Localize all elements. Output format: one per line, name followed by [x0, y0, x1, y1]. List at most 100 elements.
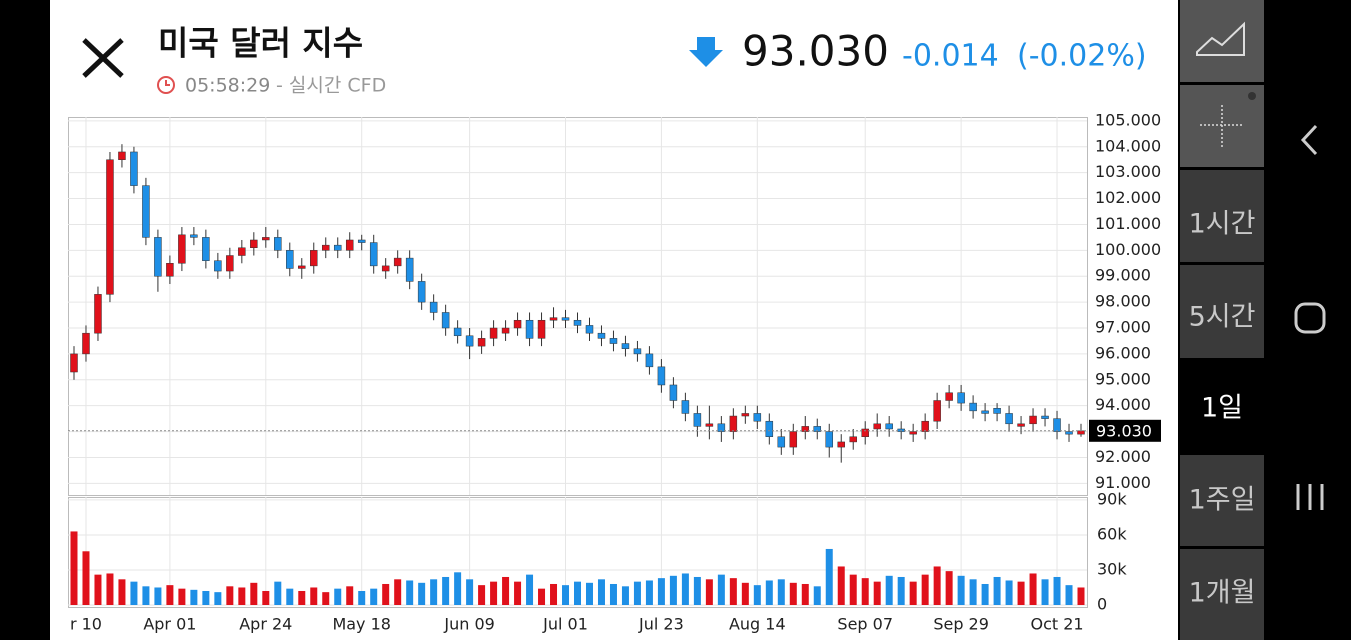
- volume-bar: [250, 582, 258, 605]
- candle-body: [753, 413, 762, 422]
- candle-body: [669, 384, 678, 401]
- volume-bar: [274, 581, 282, 605]
- candle-body: [921, 420, 929, 432]
- chart-type-button[interactable]: [1180, 0, 1264, 82]
- volume-bar: [322, 592, 330, 605]
- nav-bar: [1294, 124, 1326, 510]
- volume-bar: [82, 551, 90, 605]
- candle-body: [82, 332, 90, 355]
- candle-body: [537, 319, 546, 339]
- y-tick-label: 94.000: [1095, 395, 1151, 414]
- candle-body: [489, 327, 498, 339]
- candle-body: [1053, 418, 1061, 432]
- volume-bar: [310, 587, 318, 605]
- interval-button[interactable]: [1180, 549, 1264, 640]
- candle-body: [633, 348, 642, 355]
- candle-body: [513, 319, 522, 329]
- candle-body: [106, 159, 114, 295]
- candle-body: [789, 431, 798, 448]
- candle-body: [549, 317, 558, 321]
- candle-body: [909, 431, 917, 435]
- candle-body: [321, 244, 330, 251]
- candle-body: [525, 319, 534, 339]
- volume-bar: [358, 590, 366, 605]
- interval-button[interactable]: [1180, 265, 1264, 358]
- candle-body: [705, 423, 714, 427]
- candle-body: [717, 423, 726, 432]
- toolbar: 1시간 5시간 1일 1주일 1개월: [1180, 0, 1264, 640]
- volume-bar: [885, 575, 893, 605]
- y-tick-label: 91.000: [1095, 473, 1151, 492]
- volume-bar: [430, 579, 438, 605]
- candle-body: [274, 237, 282, 251]
- candle-body: [813, 426, 822, 432]
- volume-bar: [705, 579, 713, 605]
- volume-bar: [574, 581, 581, 605]
- candle-body: [226, 255, 234, 272]
- volume-bar: [190, 589, 198, 605]
- volume-bar: [514, 581, 522, 605]
- candle-body: [417, 281, 426, 303]
- volume-bar: [729, 578, 737, 605]
- candle-body: [741, 413, 750, 417]
- candle-body: [70, 353, 78, 373]
- candle-body: [345, 239, 354, 251]
- volume-bar: [741, 582, 749, 605]
- volume-bar: [118, 579, 126, 605]
- volume-bar: [849, 574, 857, 605]
- volume-tick-label: 30k: [1097, 559, 1127, 578]
- candle-body: [609, 338, 618, 344]
- y-tick-label: 97.000: [1095, 318, 1151, 337]
- candle-body: [429, 301, 438, 313]
- interval-button[interactable]: [1180, 170, 1264, 262]
- candle-body: [693, 413, 702, 427]
- volume-bar: [981, 583, 989, 605]
- interval-label: 1일: [1201, 393, 1243, 424]
- volume-bar: [669, 575, 677, 605]
- candle-body: [837, 441, 845, 448]
- volume-tick-label: 60k: [1097, 524, 1127, 543]
- candle-body: [885, 423, 893, 430]
- interval-button[interactable]: [1180, 361, 1264, 452]
- volume-bar: [202, 590, 210, 605]
- candle-body: [154, 237, 162, 277]
- volume-bar: [681, 573, 689, 605]
- back-button[interactable]: [1300, 124, 1318, 156]
- x-tick-label: Jun 09: [443, 615, 494, 634]
- candle-body: [381, 265, 390, 272]
- volume-bar: [1017, 581, 1025, 605]
- x-tick-label: Sep 29: [933, 615, 989, 634]
- candle-body: [1017, 423, 1025, 427]
- price-frame: [68, 117, 1088, 496]
- volume-bar: [502, 576, 510, 605]
- home-button[interactable]: [1294, 302, 1326, 334]
- volume-bar: [657, 578, 665, 605]
- volume-bar: [262, 590, 270, 605]
- clock-icon: [157, 76, 175, 94]
- candle-body: [262, 237, 270, 241]
- recents-button[interactable]: [1296, 484, 1324, 510]
- chart-icon: [1196, 21, 1245, 56]
- interval-button[interactable]: [1180, 455, 1264, 546]
- y-tick-label: 95.000: [1095, 369, 1151, 388]
- candle-body: [981, 410, 989, 414]
- volume-bar: [226, 586, 234, 605]
- x-tick-label: Apr 24: [239, 615, 292, 634]
- volume-frame: [68, 497, 1088, 608]
- volume-bar: [298, 590, 306, 605]
- candle-body: [573, 319, 582, 326]
- volume-bar: [370, 588, 378, 605]
- candle-body: [777, 436, 786, 448]
- candle-body: [621, 343, 630, 349]
- volume-bar: [1077, 587, 1085, 605]
- time: 05:58:29: [185, 75, 270, 97]
- change: -0.014: [902, 39, 999, 74]
- candle-body: [465, 335, 474, 347]
- volume-bar: [478, 585, 486, 605]
- close-button[interactable]: [82, 38, 124, 78]
- volume-bar: [382, 583, 390, 605]
- candle-body: [729, 415, 738, 432]
- volume-tick-label: 90k: [1097, 489, 1127, 508]
- x-tick-label: Sep 07: [837, 615, 893, 634]
